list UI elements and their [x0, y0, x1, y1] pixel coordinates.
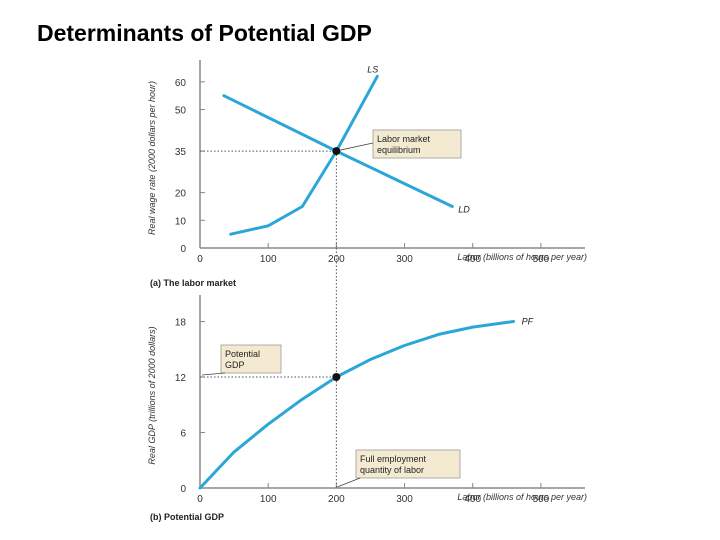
gdp-x-axis-label: Labor (billions of hours per year)	[457, 492, 587, 502]
potential-gdp-annotation-text: Potential	[225, 349, 260, 359]
labor-y-tick-label: 10	[175, 216, 187, 227]
full-employment-annotation-text: quantity of labor	[360, 465, 424, 475]
gdp-y-tick-label: 12	[175, 373, 187, 384]
potential-gdp-annotation-text: GDP	[225, 360, 245, 370]
labor-y-tick-label: 20	[175, 189, 187, 200]
labor-y-tick-label: 35	[175, 147, 187, 158]
labor-x-axis-label: Labor (billions of hours per year)	[457, 252, 587, 262]
gdp-x-tick-label: 100	[260, 494, 277, 505]
labor-y-origin-label: 0	[180, 244, 186, 255]
labor-caption: (a) The labor market	[150, 278, 236, 288]
labor-x-tick-label: 0	[197, 254, 203, 265]
gdp-y-axis-label: Real GDP (trillions of 2000 dollars)	[147, 326, 157, 464]
curve-pf	[198, 320, 516, 490]
full-employment-annotation-text: Full employment	[360, 454, 427, 464]
gdp-x-tick-label: 400	[464, 494, 481, 505]
labor-market-annotation-leader	[340, 142, 374, 151]
gdp-x-tick-label: 300	[396, 494, 413, 505]
curve-ls	[229, 74, 379, 236]
gdp-x-tick-label: 0	[197, 494, 203, 505]
full-employment-annotation-leader	[337, 477, 361, 488]
curve-label-pf: PF	[522, 317, 534, 327]
gdp-x-tick-label: 200	[328, 494, 345, 505]
labor-market-annotation-box	[372, 129, 462, 159]
labor-market-annotation-text: Labor market	[377, 134, 431, 144]
full-employment-annotation-box	[355, 449, 461, 479]
potential-gdp-annotation-leader	[201, 372, 226, 376]
labor-market-annotation-text: equilibrium	[377, 145, 421, 155]
labor-x-tick-label: 400	[464, 254, 481, 265]
gdp-equilibrium-point	[332, 373, 341, 381]
labor-equilibrium-point	[332, 147, 341, 156]
labor-y-tick-label: 50	[175, 106, 187, 117]
gdp-y-tick-label: 6	[180, 429, 186, 440]
potential-gdp-annotation-box	[220, 344, 282, 374]
gdp-x-tick-label: 500	[533, 494, 550, 505]
curve-label-ls: LS	[367, 64, 378, 74]
labor-y-axis-label: Real wage rate (2000 dollars per hour)	[147, 81, 157, 235]
curve-label-ld: LD	[458, 204, 470, 214]
gdp-y-tick-label: 18	[175, 318, 187, 329]
potential-gdp-chart: 0 100 200 300 400 500 0 6 12 18 Labor (billions of…	[147, 248, 587, 522]
gdp-caption: (b) Potential GDP	[150, 512, 224, 522]
labor-y-tick-label: 60	[175, 78, 187, 89]
labor-x-tick-label: 300	[396, 254, 413, 265]
labor-x-tick-label: 500	[533, 254, 550, 265]
labor-x-tick-label: 100	[260, 254, 277, 265]
gdp-y-origin-label: 0	[180, 484, 186, 495]
page-title: Determinants of Potential GDP	[37, 20, 372, 46]
